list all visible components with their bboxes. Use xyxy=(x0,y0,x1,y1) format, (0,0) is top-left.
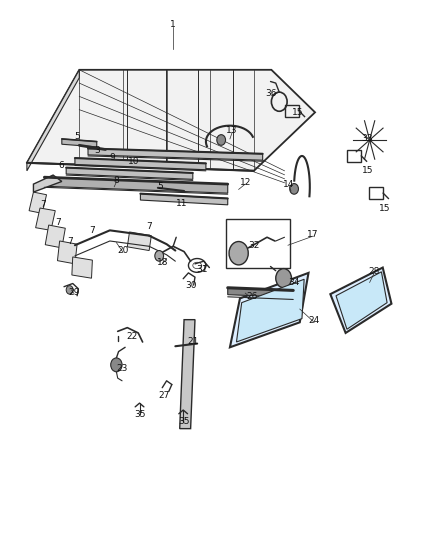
Text: 32: 32 xyxy=(248,241,260,250)
Text: 20: 20 xyxy=(117,246,129,255)
Text: 7: 7 xyxy=(41,200,46,209)
Polygon shape xyxy=(237,279,304,342)
Text: 24: 24 xyxy=(308,316,320,325)
Text: 8: 8 xyxy=(113,176,119,185)
Bar xyxy=(347,150,361,162)
Bar xyxy=(286,106,299,117)
Polygon shape xyxy=(127,232,151,251)
Text: 28: 28 xyxy=(368,268,380,276)
Polygon shape xyxy=(27,70,79,171)
Circle shape xyxy=(111,358,122,372)
Polygon shape xyxy=(230,273,308,348)
Polygon shape xyxy=(27,70,315,171)
Polygon shape xyxy=(336,272,387,329)
Text: 5: 5 xyxy=(157,182,163,191)
Text: 5: 5 xyxy=(74,132,80,141)
Text: 10: 10 xyxy=(128,157,140,166)
Polygon shape xyxy=(44,177,228,193)
Circle shape xyxy=(217,135,226,146)
Text: 13: 13 xyxy=(226,126,238,135)
Polygon shape xyxy=(29,192,46,213)
Text: 26: 26 xyxy=(246,292,258,301)
Text: 7: 7 xyxy=(68,237,74,246)
Text: 11: 11 xyxy=(176,199,187,208)
Text: 12: 12 xyxy=(240,178,251,187)
Text: 36: 36 xyxy=(265,89,277,98)
Polygon shape xyxy=(141,193,228,205)
Bar xyxy=(226,219,290,268)
Text: 30: 30 xyxy=(185,280,196,289)
Polygon shape xyxy=(72,257,92,278)
Text: 1: 1 xyxy=(170,20,176,29)
Text: 15: 15 xyxy=(362,166,373,175)
Text: 6: 6 xyxy=(58,161,64,170)
Polygon shape xyxy=(66,167,193,179)
Text: 7: 7 xyxy=(146,222,152,231)
Bar xyxy=(369,187,383,199)
Text: 35: 35 xyxy=(134,410,145,419)
Text: 33: 33 xyxy=(362,134,373,143)
Polygon shape xyxy=(330,268,392,333)
Text: 7: 7 xyxy=(89,226,95,235)
Circle shape xyxy=(229,241,248,265)
Polygon shape xyxy=(33,175,62,192)
Polygon shape xyxy=(180,320,195,429)
Polygon shape xyxy=(88,149,263,160)
Text: 9: 9 xyxy=(109,153,115,162)
Polygon shape xyxy=(75,158,206,169)
Text: 29: 29 xyxy=(68,287,80,296)
Text: 21: 21 xyxy=(187,337,198,346)
Circle shape xyxy=(155,251,163,261)
Polygon shape xyxy=(45,225,65,248)
Text: 7: 7 xyxy=(56,219,61,228)
Text: 31: 31 xyxy=(196,265,207,273)
Circle shape xyxy=(66,286,73,294)
Polygon shape xyxy=(57,241,77,264)
Text: 15: 15 xyxy=(292,108,304,117)
Text: 3: 3 xyxy=(94,146,99,155)
Text: 14: 14 xyxy=(283,180,294,189)
Text: 27: 27 xyxy=(159,391,170,400)
Text: 15: 15 xyxy=(379,204,391,213)
Polygon shape xyxy=(62,139,97,147)
Text: 18: 18 xyxy=(156,258,168,266)
Polygon shape xyxy=(228,288,293,297)
Circle shape xyxy=(290,183,298,194)
Text: 23: 23 xyxy=(117,364,128,373)
Polygon shape xyxy=(35,208,55,230)
Text: 22: 22 xyxy=(126,332,137,341)
Text: 17: 17 xyxy=(307,230,318,239)
Text: 35: 35 xyxy=(178,417,190,426)
Text: 34: 34 xyxy=(288,278,300,287)
Circle shape xyxy=(276,269,291,288)
